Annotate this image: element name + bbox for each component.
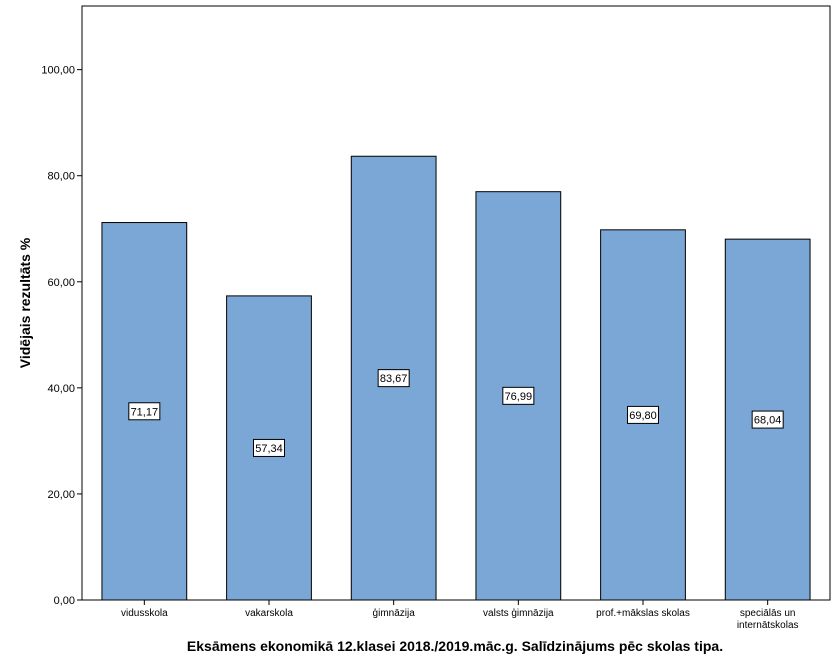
y-axis-title: Vidējais rezultāts % — [17, 237, 33, 368]
x-tick-label-line: internātskolas — [737, 620, 799, 631]
y-axis-ticks: 0,00 20,00 40,00 60,00 80,00 100,00 — [41, 65, 82, 607]
x-tick-label-line: vakarskola — [245, 608, 293, 619]
x-tick-label-line: valsts ģimnāzija — [483, 606, 554, 619]
data-label-text: 57,34 — [255, 443, 283, 455]
data-label-box — [377, 369, 410, 388]
y-tick-label: 40,00 — [47, 383, 75, 395]
data-label: 57,34 — [253, 438, 285, 457]
bars — [101, 155, 811, 601]
y-tick-label: 20,00 — [47, 489, 75, 501]
x-tick-label-line: prof.+mākslas skolas — [596, 608, 690, 619]
x-tick-label-line: speciālās un — [740, 608, 796, 619]
x-tick-label: prof.+mākslas skolas — [596, 608, 690, 619]
x-tick-label: valsts ģimnāzija — [483, 606, 554, 619]
data-label-text: 71,17 — [131, 406, 159, 418]
x-tick-label: ģimnāzija — [373, 606, 416, 619]
data-label: 68,04 — [751, 410, 784, 429]
x-tick-label: vidusskola — [121, 608, 168, 619]
y-tick-label: 100,00 — [41, 65, 75, 77]
x-axis-title: Eksāmens ekonomikā 12.klasei 2018./2019.… — [187, 638, 723, 654]
data-labels: 71,17 57,34 83,67 76,99 69,80 68,04 — [128, 369, 784, 457]
plot-area — [81, 5, 831, 601]
x-tick-label: speciālās un internātskolas — [737, 608, 799, 631]
data-label-text: 68,04 — [754, 415, 782, 427]
x-tick-label: vakarskola — [245, 608, 293, 619]
x-tick-label-line: vidusskola — [121, 608, 168, 619]
data-label: 83,67 — [377, 369, 410, 388]
data-label-box — [502, 386, 535, 405]
data-label: 76,99 — [502, 386, 535, 405]
data-label-text: 76,99 — [505, 391, 533, 403]
data-label: 69,80 — [627, 405, 659, 424]
data-label-box — [627, 405, 659, 424]
y-tick-label: 0,00 — [54, 595, 75, 607]
data-label-box — [128, 402, 161, 421]
data-label-box — [253, 438, 285, 457]
y-tick-label: 80,00 — [47, 171, 75, 183]
x-axis-category-labels: vidusskola vakarskola ģimnāzija valsts ģimn… — [121, 600, 799, 631]
data-label-text: 69,80 — [629, 410, 657, 422]
data-label-text: 83,67 — [380, 373, 408, 385]
x-tick-label-line: ģimnāzija — [373, 606, 416, 619]
y-tick-label: 60,00 — [47, 277, 75, 289]
data-label: 71,17 — [128, 402, 161, 421]
data-label-box — [751, 410, 784, 429]
